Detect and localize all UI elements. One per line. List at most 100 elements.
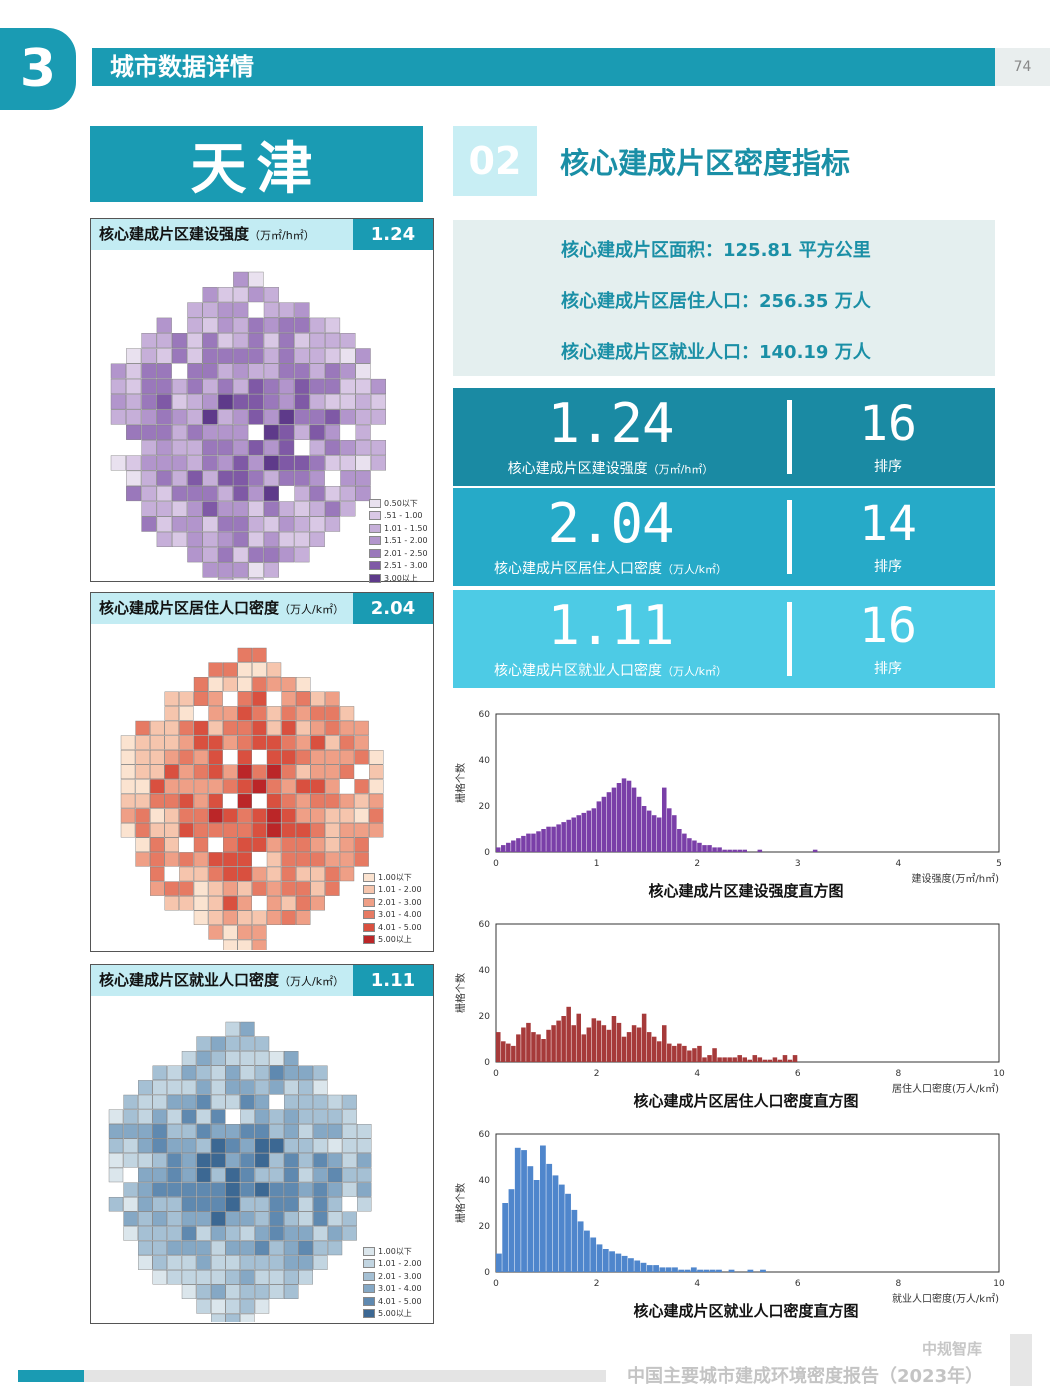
histogram-bar xyxy=(606,1029,612,1062)
map-cell xyxy=(222,706,238,721)
map-cell xyxy=(181,1240,197,1256)
map-cell xyxy=(171,531,188,548)
map-cell xyxy=(123,1123,138,1139)
legend-label: 2.01 - 3.00 xyxy=(378,897,422,907)
map-cell xyxy=(355,409,371,425)
histogram-bar xyxy=(566,819,571,852)
map-cell xyxy=(263,287,279,303)
map-cell xyxy=(187,409,203,425)
map-cell xyxy=(324,363,341,379)
map-cell xyxy=(324,501,341,517)
map-cell xyxy=(295,852,311,867)
map-cell xyxy=(263,470,279,486)
metric-label: 核心建成片区就业人口密度（万人/k㎡） xyxy=(493,663,728,679)
map-cell xyxy=(167,1153,182,1168)
histogram-bar xyxy=(521,1150,527,1272)
histogram-bar xyxy=(656,1041,662,1062)
map-cell xyxy=(126,470,142,486)
map-cell xyxy=(210,1036,226,1051)
map-cell xyxy=(187,302,203,318)
summary-residents: 核心建成片区居住人口：256.35 万人 xyxy=(561,291,871,312)
y-tick-label: 20 xyxy=(479,1012,491,1022)
map-cell xyxy=(294,394,310,410)
map-cell xyxy=(167,1211,182,1227)
histogram-bar xyxy=(516,1034,521,1062)
legend-label: 2.01 - 3.00 xyxy=(378,1271,422,1281)
map-cell xyxy=(237,896,253,911)
map-cell xyxy=(217,332,233,349)
map-cell xyxy=(294,501,310,517)
map-cell xyxy=(179,881,194,896)
map-cell xyxy=(354,808,369,823)
map-panel-value: 2.04 xyxy=(353,593,433,624)
map-cell xyxy=(108,1109,124,1124)
histogram-bar xyxy=(596,1244,603,1272)
map-legend: 1.00以下 1.01 - 2.00 2.01 - 3.00 3.01 - 4.00 4… xyxy=(363,871,422,946)
map-cell xyxy=(156,516,172,532)
x-tick-label: 8 xyxy=(896,1069,902,1079)
map-cell xyxy=(193,881,209,896)
map-cell xyxy=(193,808,209,823)
map-cell xyxy=(179,822,194,838)
map-cell xyxy=(309,440,325,456)
map-cell xyxy=(313,1196,328,1212)
map-cell xyxy=(181,1065,197,1081)
map-cell xyxy=(340,455,356,471)
histogram-bar xyxy=(716,1269,722,1272)
histogram-bar xyxy=(571,1025,576,1062)
map-cell xyxy=(313,1211,328,1227)
map-cell xyxy=(164,837,180,853)
map-cell xyxy=(240,1240,255,1256)
map-cell xyxy=(135,779,150,794)
map-cell xyxy=(252,939,267,950)
map-cell xyxy=(266,866,282,882)
legend-item: 2.01 - 2.50 xyxy=(369,547,428,560)
map-cell xyxy=(279,332,295,349)
map-cell xyxy=(181,1051,197,1066)
grid-map-construction-intensity xyxy=(110,271,387,580)
map-cell xyxy=(283,1094,299,1110)
map-cell xyxy=(339,837,355,853)
histogram-bar xyxy=(682,833,687,852)
map-cell xyxy=(294,378,310,395)
map-cell xyxy=(110,409,126,425)
map-cell xyxy=(309,348,325,364)
map-cell xyxy=(152,1094,167,1110)
map-cell xyxy=(225,1065,241,1081)
legend-label: 4.01 - 5.00 xyxy=(378,1296,422,1306)
map-cell xyxy=(217,501,233,517)
map-cell xyxy=(126,424,142,440)
map-cell xyxy=(325,749,340,765)
map-cell xyxy=(171,455,188,471)
map-legend: 0.50以下 .51 - 1.00 1.01 - 1.50 1.51 - 2.00 2.… xyxy=(369,497,428,585)
y-tick-label: 40 xyxy=(479,756,491,766)
map-cell xyxy=(309,424,325,440)
map-cell xyxy=(294,485,310,502)
map-cell xyxy=(283,1065,299,1081)
map-cell xyxy=(263,531,279,548)
map-cell xyxy=(196,1167,211,1183)
map-cell xyxy=(357,1167,372,1183)
x-axis-label: 居住人口密度(万人/k㎡) xyxy=(892,1082,999,1095)
legend-swatch xyxy=(363,1259,375,1269)
map-cell xyxy=(327,1153,343,1168)
map-panel-value: 1.11 xyxy=(353,965,433,996)
map-cell xyxy=(248,378,264,395)
map-cell xyxy=(202,516,218,532)
metric-label: 核心建成片区建设强度（万㎡/h㎡） xyxy=(507,461,714,477)
map-cell xyxy=(135,793,150,809)
map-cell xyxy=(196,1080,211,1095)
metric-divider xyxy=(787,400,792,474)
map-cell xyxy=(279,547,295,563)
map-cell xyxy=(108,1153,124,1168)
map-cell xyxy=(281,779,296,794)
map-cell xyxy=(233,317,249,333)
map-cell xyxy=(342,1153,357,1168)
histogram-bar xyxy=(717,1057,722,1062)
map-cell xyxy=(135,764,150,780)
map-cell xyxy=(357,1182,372,1197)
map-cell xyxy=(138,1182,153,1197)
histogram-bar xyxy=(546,1163,553,1272)
map-cell xyxy=(208,852,223,867)
map-cell xyxy=(110,394,126,410)
